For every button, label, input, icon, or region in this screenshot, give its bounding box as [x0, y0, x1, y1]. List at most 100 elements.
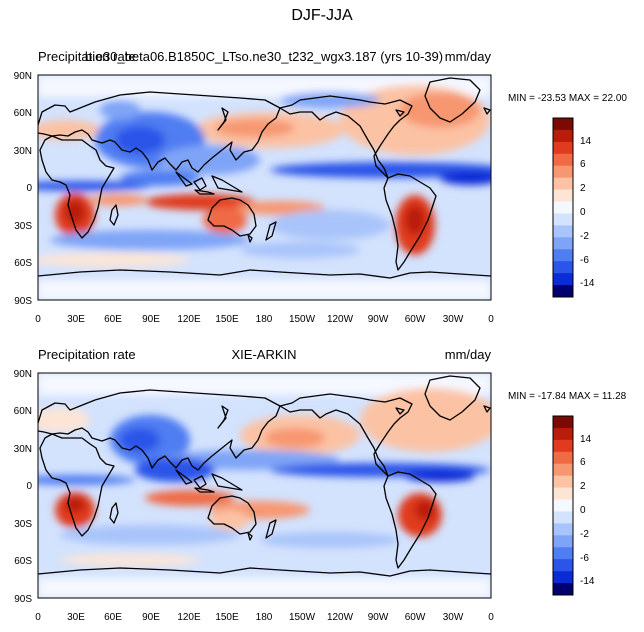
colorbar-label: 14	[580, 136, 592, 147]
colorbar: 14 6 2 0 -2 -6 -14	[552, 117, 595, 298]
lat-tick-label: 90N	[14, 369, 32, 380]
colorbar-swatch	[553, 427, 573, 441]
figure-title: DJF-JJA	[291, 7, 353, 24]
lon-tick-label: 180	[256, 612, 273, 623]
colorbar-swatch	[553, 583, 573, 596]
colorbar-label: -14	[580, 576, 595, 587]
lon-tick-label: 180	[256, 314, 273, 325]
lon-tick-label: 120W	[327, 612, 354, 623]
lon-tick-label: 60E	[104, 314, 122, 325]
lat-tick-label: 90N	[14, 71, 32, 82]
colorbar-label: 14	[580, 434, 592, 445]
lon-tick-label: 150E	[215, 612, 239, 623]
colorbar-swatch	[553, 141, 573, 155]
lat-ticks: 90N 60N 30N 0 30S 60S 90S	[14, 71, 33, 307]
colorbar-swatch	[553, 249, 573, 262]
colorbar-swatch	[553, 237, 573, 250]
colorbar-swatch	[553, 535, 573, 548]
colorbar-swatch	[553, 487, 573, 500]
lat-tick-label: 30S	[14, 221, 32, 232]
lon-tick-label: 30E	[67, 612, 85, 623]
lat-tick-label: 60N	[14, 406, 32, 417]
lon-tick-label: 150W	[289, 314, 316, 325]
colorbar-frame	[552, 415, 574, 596]
colorbar-swatch	[553, 571, 573, 584]
colorbar-swatch	[553, 225, 573, 238]
colorbar-label: 6	[580, 159, 586, 170]
panel-left-title: Precipitation rate	[38, 347, 136, 362]
land-outlines	[38, 77, 491, 279]
colorbar-label: -2	[580, 529, 589, 540]
lon-tick-label: 60W	[405, 314, 426, 325]
lon-tick-label: 30W	[443, 314, 464, 325]
lon-tick-label: 120E	[177, 314, 201, 325]
colorbar-swatch	[553, 499, 573, 512]
lon-tick-label: 0	[488, 612, 494, 623]
lon-tick-label: 150E	[215, 314, 239, 325]
map-frame	[37, 372, 492, 599]
colorbar-swatch	[553, 439, 573, 453]
lon-tick-label: 60W	[405, 612, 426, 623]
lat-tick-label: 60N	[14, 108, 32, 119]
lon-tick-label: 0	[488, 314, 494, 325]
panel-stats: MIN = -17.84 MAX = 11.28	[508, 391, 627, 402]
lat-tick-label: 30N	[14, 444, 32, 455]
lon-tick-label: 0	[35, 612, 41, 623]
lon-tick-label: 120E	[177, 612, 201, 623]
lon-tick-label: 30E	[67, 314, 85, 325]
lon-ticks: 0 30E 60E 90E 120E 150E 180 150W 120W 90…	[35, 314, 494, 325]
colorbar-swatch	[553, 273, 573, 286]
lon-tick-label: 90W	[368, 314, 389, 325]
colorbar-swatch	[553, 451, 573, 465]
colorbar-swatch	[553, 153, 573, 167]
panel-observations: Precipitation rate XIE-ARKIN mm/day MIN …	[14, 347, 627, 623]
panel-units: mm/day	[445, 347, 492, 362]
lat-ticks: 90N 60N 30N 0 30S 60S 90S	[14, 369, 33, 605]
lat-tick-label: 30S	[14, 519, 32, 530]
lat-tick-label: 60S	[14, 258, 32, 269]
lon-ticks: 0 30E 60E 90E 120E 150E 180 150W 120W 90…	[35, 612, 494, 623]
panel-center-title: XIE-ARKIN	[231, 347, 296, 362]
colorbar-swatch	[553, 463, 573, 476]
map-frame	[37, 74, 492, 301]
lat-tick-label: 30N	[14, 146, 32, 157]
lon-tick-label: 90E	[142, 314, 160, 325]
colorbar-label: -14	[580, 278, 595, 289]
precip-field	[38, 75, 491, 300]
colorbar-swatch	[553, 201, 573, 214]
lon-tick-label: 120W	[327, 314, 354, 325]
panel-units: mm/day	[445, 49, 492, 64]
lat-tick-label: 90S	[14, 296, 32, 307]
panel-center-title: b.e30_beta06.B1850C_LTso.ne30_t232_wgx3.…	[85, 49, 443, 64]
panel-model: Precipitation rate b.e30_beta06.B1850C_L…	[14, 49, 628, 325]
colorbar-swatch	[553, 547, 573, 560]
precip-field	[38, 373, 491, 598]
colorbar-swatch	[553, 118, 573, 131]
colorbar-swatch	[553, 129, 573, 143]
lon-tick-label: 150W	[289, 612, 316, 623]
colorbar-swatch	[553, 165, 573, 178]
colorbar-frame	[552, 117, 574, 298]
colorbar-swatch	[553, 511, 573, 524]
colorbar-label: 0	[580, 505, 586, 516]
colorbar-label: 0	[580, 207, 586, 218]
panel-stats: MIN = -23.53 MAX = 22.00	[508, 93, 627, 104]
lon-tick-label: 60E	[104, 612, 122, 623]
land-outlines	[38, 375, 491, 577]
colorbar-label: -6	[580, 255, 589, 266]
colorbar-swatch	[553, 523, 573, 536]
colorbar-swatch	[553, 177, 573, 190]
colorbar-swatch	[553, 213, 573, 226]
colorbar-swatch	[553, 189, 573, 202]
lon-tick-label: 0	[35, 314, 41, 325]
colorbar-swatch	[553, 475, 573, 488]
lat-tick-label: 0	[26, 481, 32, 492]
lat-tick-label: 60S	[14, 556, 32, 567]
lat-tick-label: 90S	[14, 594, 32, 605]
lon-tick-label: 90E	[142, 612, 160, 623]
colorbar-swatch	[553, 416, 573, 429]
lon-tick-label: 30W	[443, 612, 464, 623]
colorbar-label: -2	[580, 231, 589, 242]
panel-left-title: Precipitation rate	[38, 49, 136, 64]
